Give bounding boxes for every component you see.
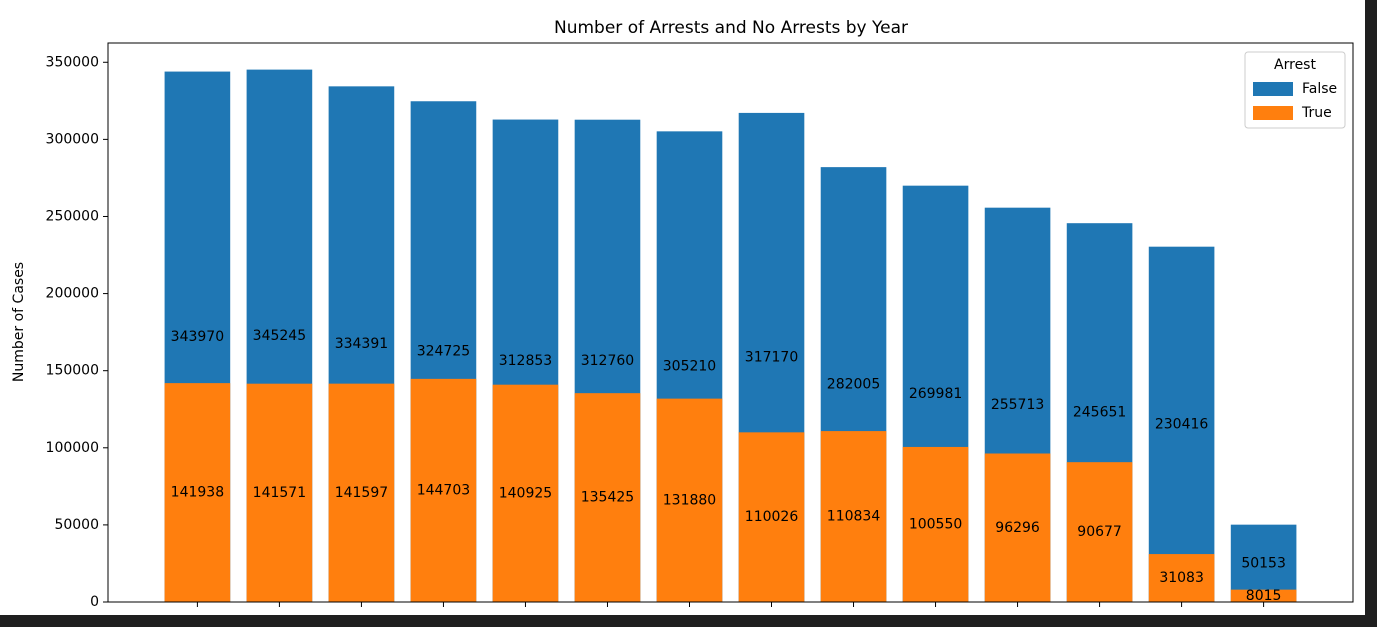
y-tick-label: 0	[90, 594, 99, 610]
bar	[328, 383, 395, 602]
data-label: 50153	[1241, 555, 1286, 571]
y-tick-label: 350000	[46, 54, 99, 70]
bar	[656, 398, 723, 602]
data-label: 312853	[499, 353, 552, 369]
bar	[1148, 246, 1215, 603]
y-tick-label: 300000	[46, 131, 99, 147]
data-label: 140925	[499, 485, 552, 501]
bar	[410, 378, 477, 602]
data-label: 312760	[581, 353, 634, 369]
data-label: 305210	[663, 359, 716, 375]
bar	[574, 393, 641, 602]
legend-swatch	[1253, 106, 1293, 120]
legend-title: Arrest	[1274, 57, 1316, 73]
bar	[246, 383, 313, 602]
data-label: 269981	[909, 386, 962, 402]
chart-title: Number of Arrests and No Arrests by Year	[554, 18, 908, 38]
data-label: 343970	[171, 329, 224, 345]
data-label: 100550	[909, 516, 962, 532]
data-label: 110834	[827, 509, 881, 525]
bar	[1230, 524, 1297, 602]
data-label: 334391	[335, 336, 388, 352]
bar	[492, 384, 559, 602]
data-label: 8015	[1246, 588, 1282, 604]
y-tick-label: 150000	[46, 363, 99, 379]
data-label: 141938	[171, 485, 224, 501]
bar	[738, 432, 805, 602]
data-label: 141597	[335, 485, 388, 501]
data-label: 324725	[417, 344, 470, 360]
plot-frame	[107, 42, 1354, 603]
data-label: 131880	[663, 492, 716, 508]
bar	[902, 446, 969, 602]
data-label: 31083	[1159, 570, 1204, 586]
legend-label: True	[1301, 105, 1332, 121]
data-label: 345245	[253, 328, 306, 344]
bar	[1066, 462, 1133, 602]
data-label: 96296	[995, 520, 1040, 536]
bar	[984, 453, 1051, 602]
y-tick-label: 50000	[54, 517, 99, 533]
data-label: 245651	[1073, 405, 1126, 421]
data-label: 317170	[745, 349, 798, 365]
data-label: 282005	[827, 377, 880, 393]
data-label: 110026	[745, 509, 799, 525]
y-tick-label: 200000	[46, 286, 99, 302]
y-axis-label: Number of Cases	[11, 262, 27, 382]
bar	[1148, 554, 1215, 602]
legend-label: False	[1302, 81, 1337, 97]
data-label: 90677	[1077, 524, 1122, 540]
y-tick-label: 100000	[46, 440, 99, 456]
legend-swatch	[1253, 82, 1293, 96]
data-label: 144703	[417, 482, 470, 498]
data-label: 255713	[991, 397, 1044, 413]
data-label: 230416	[1155, 416, 1209, 432]
bar	[164, 383, 231, 602]
data-label: 135425	[581, 490, 634, 506]
bar	[820, 431, 887, 602]
data-label: 141571	[253, 485, 306, 501]
y-tick-label: 250000	[46, 208, 99, 224]
bar	[1230, 589, 1297, 602]
